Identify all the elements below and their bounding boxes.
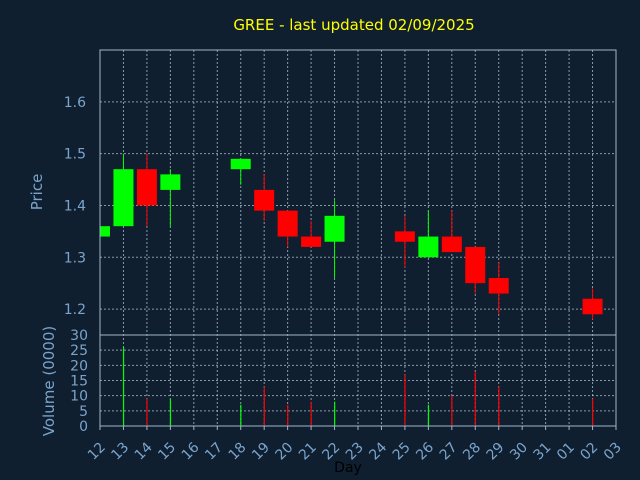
candle-body bbox=[418, 236, 439, 258]
chart-title: GREE - last updated 02/09/2025 bbox=[233, 16, 474, 34]
candle-body bbox=[230, 158, 251, 170]
volume-bar bbox=[287, 404, 289, 426]
candle-body bbox=[160, 174, 181, 190]
volume-bar bbox=[263, 386, 265, 426]
volume-tick-label: 0 bbox=[79, 419, 88, 435]
volume-bar bbox=[310, 401, 312, 426]
volume-tick-label: 15 bbox=[70, 374, 88, 390]
price-tick-label: 1.3 bbox=[64, 250, 86, 266]
volume-tick-label: 25 bbox=[70, 343, 88, 359]
candle-body bbox=[113, 169, 134, 227]
volume-bar bbox=[427, 404, 430, 426]
volume-bar bbox=[592, 398, 594, 426]
price-tick-label: 1.6 bbox=[64, 95, 86, 111]
volume-bar bbox=[146, 398, 148, 426]
candle-body bbox=[100, 226, 110, 237]
volume-bar bbox=[474, 371, 476, 426]
candle-body bbox=[441, 236, 462, 253]
volume-bar bbox=[169, 398, 172, 426]
candle-body bbox=[324, 215, 345, 242]
candle-body bbox=[136, 169, 157, 206]
volume-bar bbox=[451, 395, 453, 426]
volume-tick-label: 5 bbox=[79, 404, 88, 420]
volume-bar bbox=[122, 347, 125, 426]
candle-body bbox=[301, 236, 322, 247]
price-tick-label: 1.2 bbox=[64, 302, 86, 318]
volume-bar bbox=[334, 401, 336, 426]
candle-body bbox=[277, 210, 298, 237]
volume-bar bbox=[240, 404, 242, 426]
price-axis-label: Price bbox=[28, 174, 46, 211]
candle-body bbox=[394, 231, 415, 242]
volume-tick-label: 20 bbox=[70, 358, 88, 374]
mark-layer bbox=[99, 153, 603, 426]
volume-bar bbox=[404, 374, 406, 426]
candle-body bbox=[488, 278, 509, 294]
price-tick-label: 1.5 bbox=[64, 147, 86, 163]
price-tick-label: 1.4 bbox=[64, 198, 86, 214]
candle-body bbox=[465, 246, 486, 284]
volume-tick-label: 10 bbox=[70, 389, 88, 405]
candle-body bbox=[254, 189, 275, 211]
volume-bar bbox=[498, 386, 500, 426]
volume-axis-label: Volume (0000) bbox=[40, 326, 58, 436]
candle-body bbox=[582, 298, 603, 315]
volume-tick-label: 30 bbox=[70, 328, 88, 344]
day-axis-label: Day bbox=[334, 460, 362, 476]
